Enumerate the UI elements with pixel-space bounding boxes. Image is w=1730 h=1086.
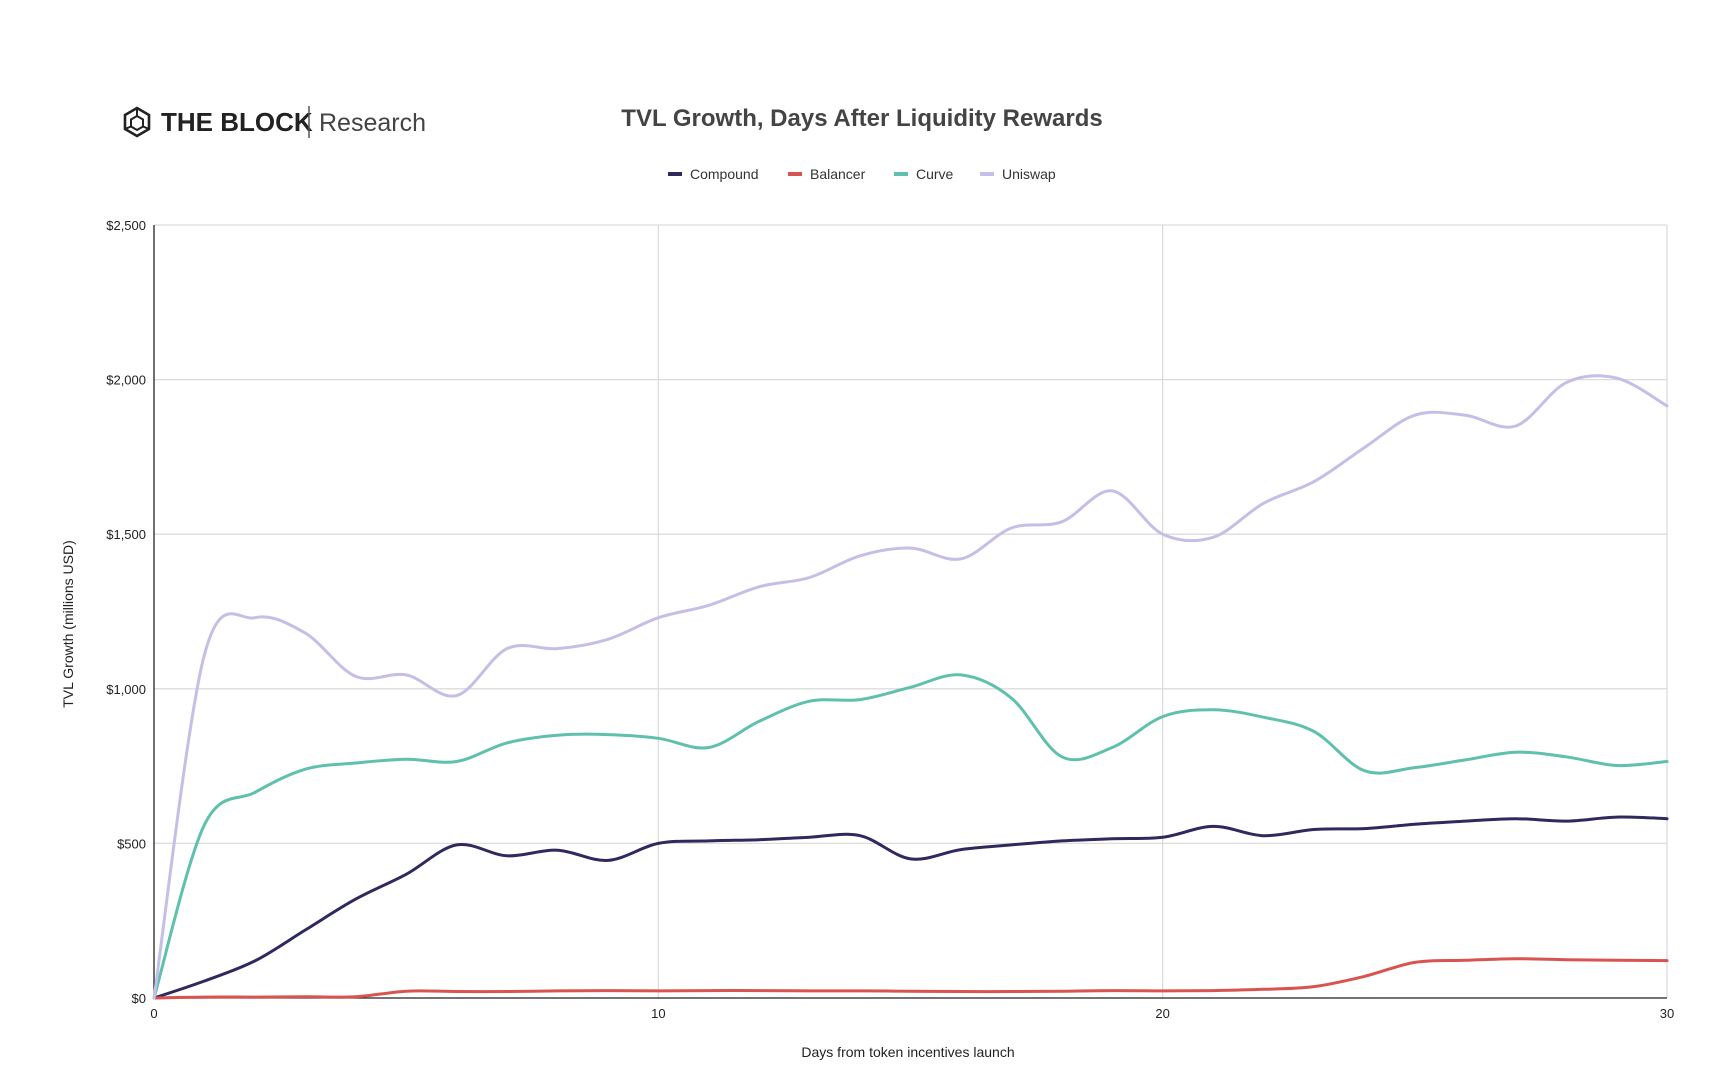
legend: Compound Balancer Curve Uniswap <box>668 166 1056 182</box>
y-tick-label: $500 <box>117 836 146 851</box>
brand-sub: Research <box>319 109 426 137</box>
brand-logo: THE BLOCK Research <box>123 106 426 138</box>
legend-label-compound: Compound <box>690 166 759 182</box>
tick-labels: $0 $500 $1,000 $1,500 $2,000 $2,500 0 10 20 30 <box>106 218 1674 1021</box>
x-tick-label: 30 <box>1660 1006 1674 1021</box>
hexagon-cube-logo-icon <box>123 106 151 138</box>
axes <box>153 225 1667 999</box>
y-tick-label: $2,000 <box>106 373 146 388</box>
series-line-uniswap <box>152 374 1669 1000</box>
gridlines <box>154 224 1668 998</box>
brand-name: THE BLOCK <box>161 107 313 137</box>
series-line-curve <box>152 673 1669 1000</box>
y-tick-label: $0 <box>132 991 146 1006</box>
x-axis-label: Days from token incentives launch <box>801 1044 1014 1060</box>
legend-label-uniswap: Uniswap <box>1002 166 1056 182</box>
y-axis-label: TVL Growth (millions USD) <box>60 540 76 708</box>
x-tick-label: 0 <box>150 1006 157 1021</box>
chart-title: TVL Growth, Days After Liquidity Rewards <box>621 105 1102 132</box>
series-lines <box>152 374 1669 1000</box>
legend-label-balancer: Balancer <box>810 166 866 182</box>
series-line-compound <box>152 815 1669 1000</box>
y-tick-label: $2,500 <box>106 218 146 233</box>
x-tick-label: 20 <box>1155 1006 1169 1021</box>
legend-label-curve: Curve <box>916 166 954 182</box>
y-tick-label: $1,000 <box>106 682 146 697</box>
series-line-balancer <box>152 957 1669 1000</box>
y-tick-label: $1,500 <box>106 527 146 542</box>
x-tick-label: 10 <box>651 1006 665 1021</box>
